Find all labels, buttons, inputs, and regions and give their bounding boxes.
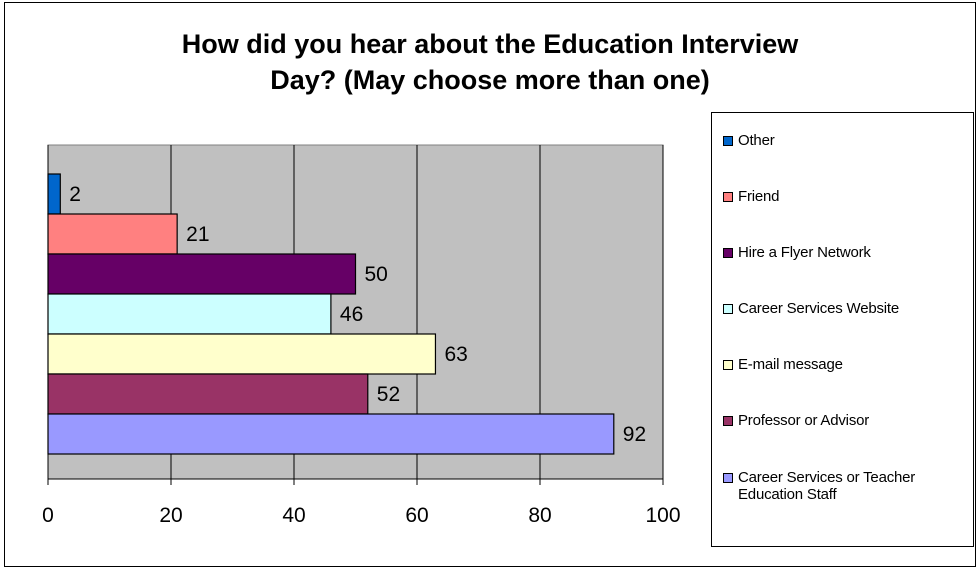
legend-label-line: E-mail message [738,356,843,373]
legend-label: Career Services Website [738,300,899,317]
legend-swatch [723,360,733,370]
chart-title-line-1: How did you hear about the Education Int… [181,29,799,59]
x-tick-label: 20 [159,504,182,527]
data-label: 2 [69,183,81,206]
legend-item: Hire a Flyer Network [723,244,973,261]
legend-item: Friend [723,188,973,205]
legend-label-line: Other [738,132,775,149]
legend-item: Career Services or Teacher Education Staf… [723,469,973,503]
x-tick-label: 100 [645,504,680,527]
bar-hire-a-flyer-network [47,253,357,295]
legend-label: Other [738,132,775,149]
legend-label-line: Friend [738,188,780,205]
legend-label: Hire a Flyer Network [738,244,871,261]
legend-label: Friend [738,188,780,205]
legend-label-line: Career Services or Teacher [738,469,916,486]
legend-swatch [723,473,733,483]
legend-item: E-mail message [723,356,973,373]
chart-legend: Other Friend Hire a Flyer Network Career Se… [711,112,974,547]
x-tick-label: 40 [282,504,305,527]
legend-swatch [723,136,733,146]
legend-label-line: Hire a Flyer Network [738,244,871,261]
chart-title-line-2: Day? (May choose more than one) [270,65,710,95]
data-label: 50 [365,263,388,286]
data-label: 92 [623,423,646,446]
data-label: 52 [377,383,400,406]
bar-professor-or-advisor [47,373,369,415]
legend-swatch [723,248,733,258]
legend-item: Other [723,132,973,149]
legend-label-line: Education Staff [738,486,837,503]
legend-swatch [723,192,733,202]
data-label: 63 [444,343,467,366]
legend-label: Career Services or Teacher Education Staf… [738,469,915,503]
legend-item: Professor or Advisor [723,412,973,429]
legend-label-line: Professor or Advisor [738,412,870,429]
legend-label: Professor or Advisor [738,412,869,429]
bar-career-services-website [47,293,332,335]
legend-swatch [723,304,733,314]
legend-swatch [723,416,733,426]
bar-career-services-or-teacher-education-staff [47,413,615,455]
legend-item: Career Services Website [723,300,973,317]
bar-other [47,173,61,215]
x-tick-label: 80 [528,504,551,527]
data-label: 46 [340,303,363,326]
legend-label-line: Career Services Website [738,300,900,317]
legend-label: E-mail message [738,356,843,373]
bar-friend [47,213,178,255]
x-tick-label: 60 [405,504,428,527]
bar-e-mail-message [47,333,437,375]
x-tick-label: 0 [42,504,54,527]
data-label: 21 [186,223,209,246]
chart-title: How did you hear about the Education Int… [40,26,940,98]
